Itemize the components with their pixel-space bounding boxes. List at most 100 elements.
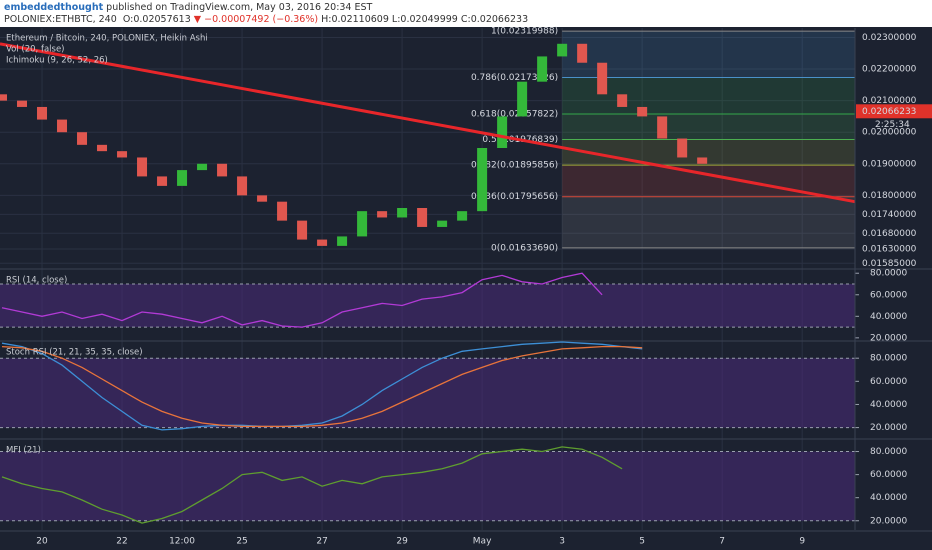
candle bbox=[97, 144, 108, 152]
y-tick-label: 20.0000 bbox=[870, 333, 907, 343]
fib-band bbox=[562, 165, 855, 197]
indicator-label: Ichimoku (9, 26, 52, 26) bbox=[6, 56, 108, 66]
band-fill bbox=[0, 358, 855, 428]
close: C:0.02066233 bbox=[460, 14, 529, 25]
x-tick-label: 25 bbox=[236, 537, 247, 547]
candle bbox=[577, 43, 588, 63]
candle bbox=[317, 239, 328, 246]
high: H:0.02110609 bbox=[321, 14, 389, 25]
y-tick-label: 40.0000 bbox=[870, 312, 907, 322]
header-line: embeddedthought published on TradingView… bbox=[4, 2, 928, 14]
fib-band bbox=[562, 139, 855, 166]
y-tick-label: 0.01680000 bbox=[862, 229, 917, 239]
x-tick-label: 7 bbox=[719, 537, 725, 547]
y-tick-label: 40.0000 bbox=[870, 400, 907, 410]
y-tick-label: 60.0000 bbox=[870, 377, 907, 387]
candle bbox=[377, 211, 388, 218]
fib-label: 0.786(0.02173126) bbox=[471, 73, 558, 83]
candle bbox=[357, 211, 368, 237]
candle bbox=[337, 236, 348, 246]
x-tick-label: May bbox=[473, 537, 492, 547]
y-tick-label: 40.0000 bbox=[870, 493, 907, 503]
x-tick-label: 3 bbox=[559, 537, 565, 547]
candle bbox=[697, 157, 708, 164]
candle bbox=[157, 176, 168, 186]
x-tick-label: 9 bbox=[799, 537, 805, 547]
header-line: POLONIEX:ETHBTC, 240 O:0.02057613 ▼ −0.0… bbox=[4, 14, 928, 26]
y-tick-label: 0.02200000 bbox=[862, 65, 917, 75]
indicator-label: Vol (20, false) bbox=[6, 45, 65, 55]
fib-label: 0(0.01633690) bbox=[491, 243, 558, 253]
low: L:0.02049999 bbox=[391, 14, 458, 25]
candle bbox=[597, 62, 608, 95]
plot-bg bbox=[0, 28, 855, 530]
candle bbox=[77, 132, 88, 145]
candle bbox=[117, 151, 128, 158]
x-tick-label: 22 bbox=[116, 537, 127, 547]
trendline bbox=[0, 42, 856, 204]
y-tick-label: 0.01740000 bbox=[862, 210, 917, 220]
candle bbox=[497, 116, 508, 148]
candle bbox=[257, 195, 268, 202]
y-tick-label: 60.0000 bbox=[870, 290, 907, 300]
y-tick-label: 60.0000 bbox=[870, 470, 907, 480]
panel-title: Stoch RSI (21, 21, 35, 35, close) bbox=[6, 348, 143, 358]
candle bbox=[277, 201, 288, 221]
last-price-box bbox=[856, 104, 932, 119]
symbol: POLONIEX:ETHBTC, 240 bbox=[4, 14, 117, 25]
y-tick-label: 0.02300000 bbox=[862, 33, 917, 43]
band-fill bbox=[0, 284, 855, 328]
x-tick-label: 29 bbox=[396, 537, 408, 547]
y-tick-label: 80.0000 bbox=[870, 354, 907, 364]
candle bbox=[17, 100, 28, 107]
candle bbox=[637, 106, 648, 117]
y-tick-label: 0.02100000 bbox=[862, 96, 917, 106]
y-tick-label: 0.01800000 bbox=[862, 191, 917, 201]
fib-label: 0.382(0.01895856) bbox=[471, 161, 558, 171]
series-line bbox=[1, 272, 603, 328]
series-line bbox=[1, 341, 643, 431]
countdown: 2:25:34 bbox=[875, 120, 910, 130]
series-line bbox=[1, 446, 623, 524]
header: embeddedthought published on TradingView… bbox=[0, 0, 932, 27]
y-tick-label: 0.01630000 bbox=[862, 245, 917, 255]
fib-band bbox=[562, 113, 855, 140]
open: O:0.02057613 bbox=[122, 14, 191, 25]
y-tick-label: 0.02000000 bbox=[862, 128, 917, 138]
y-tick-label: 20.0000 bbox=[870, 423, 907, 433]
x-tick-label: 27 bbox=[316, 537, 327, 547]
user[interactable]: embeddedthought bbox=[4, 2, 104, 13]
x-tick-label: 12:00 bbox=[169, 537, 195, 547]
fib-band bbox=[562, 196, 855, 248]
x-tick-label: 20 bbox=[36, 537, 48, 547]
candle bbox=[477, 148, 488, 212]
direction: ▼ bbox=[193, 14, 202, 25]
candle bbox=[657, 116, 668, 139]
candle bbox=[57, 119, 68, 133]
candle bbox=[517, 81, 528, 117]
change: −0.00007492 (−0.36%) bbox=[204, 14, 319, 25]
candle bbox=[437, 220, 448, 227]
published: published on TradingView.com, May 03, 20… bbox=[103, 2, 373, 13]
panel-title: MFI (21) bbox=[6, 446, 41, 456]
candle bbox=[217, 163, 228, 177]
candle bbox=[557, 43, 568, 57]
y-tick-label: 0.01900000 bbox=[862, 159, 917, 169]
candle bbox=[537, 56, 548, 82]
series-line bbox=[1, 345, 643, 428]
candle bbox=[397, 208, 408, 218]
candle bbox=[0, 94, 8, 101]
candle bbox=[297, 220, 308, 240]
fib-band bbox=[562, 77, 855, 114]
fib-label: 1(0.02319988) bbox=[491, 27, 558, 37]
candle bbox=[677, 138, 688, 158]
candle bbox=[457, 211, 468, 221]
y-tick-label: 80.0000 bbox=[870, 269, 907, 279]
candle bbox=[237, 176, 248, 196]
candle bbox=[177, 170, 188, 186]
candle bbox=[197, 163, 208, 171]
x-tick-label: 5 bbox=[639, 537, 645, 547]
fib-band bbox=[562, 31, 855, 78]
fib-label: 0.618(0.02057822) bbox=[471, 109, 558, 119]
